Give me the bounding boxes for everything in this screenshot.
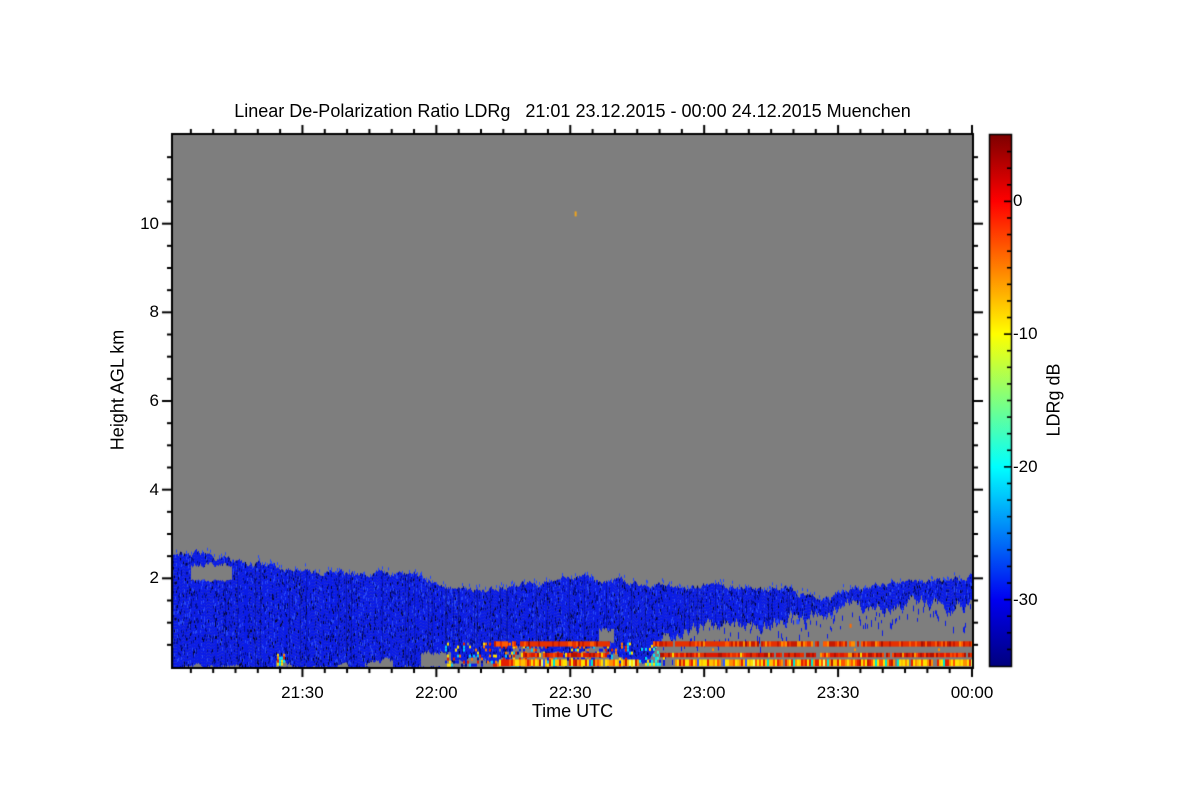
chart-title: Linear De-Polarization Ratio LDRg 21:01 … xyxy=(234,101,911,121)
y-tick-label: 10 xyxy=(140,213,159,233)
y-tick-label: 8 xyxy=(149,302,159,322)
x-tick-label: 22:00 xyxy=(415,683,458,702)
y-tick-label: 6 xyxy=(149,391,159,410)
colorbar-tick-label: -30 xyxy=(1013,589,1038,609)
y-axis-label: Height AGL km xyxy=(107,329,128,451)
x-axis-label: Time UTC xyxy=(531,701,614,721)
x-tick-label: 00:00 xyxy=(950,683,994,702)
x-tick-label: 23:00 xyxy=(682,683,726,702)
x-tick-label: 22:30 xyxy=(548,683,592,702)
x-tick-label: 21:30 xyxy=(281,683,324,702)
colorbar-tick-label: -20 xyxy=(1013,456,1038,476)
y-tick-label: 2 xyxy=(149,568,159,588)
colorbar-tick-label: -10 xyxy=(1013,324,1038,344)
colorbar-label: LDRg dB xyxy=(1043,363,1064,437)
colorbar-tick-label: 0 xyxy=(1013,191,1023,211)
y-tick-label: 4 xyxy=(149,479,159,499)
x-tick-label: 23:30 xyxy=(816,683,860,702)
